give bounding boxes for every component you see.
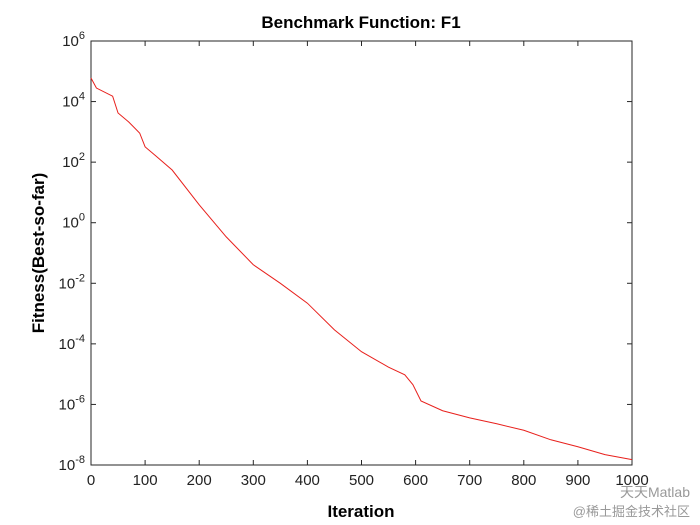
x-tick-label: 100 [133,472,158,489]
y-tick-label: 10-4 [59,333,85,353]
tick-exponent: -2 [75,272,85,284]
y-tick-label: 106 [62,30,85,50]
watermark: @稀土掘金技术社区 [573,504,690,519]
y-tick-label: 10-6 [59,393,85,413]
tick-exponent: -8 [75,454,85,466]
x-tick-label: 500 [349,472,374,489]
y-tick-label: 10-8 [59,454,85,474]
tick-exponent: -4 [75,333,85,345]
x-tick-label: 800 [511,472,536,489]
tick-base: 10 [62,154,79,171]
y-axis-label: Fitness(Best-so-far) [29,173,48,334]
tick-base: 10 [62,215,79,232]
x-tick-label: 600 [403,472,428,489]
y-tick-label: 10-2 [59,272,85,292]
tick-exponent: 2 [79,151,85,163]
plot-area [90,40,633,466]
data-line [90,77,633,461]
x-tick-label: 1000 [615,472,648,489]
tick-base: 10 [62,94,79,111]
y-tick-label: 102 [62,151,85,171]
tick-base: 10 [59,457,76,474]
tick-exponent: 0 [79,212,85,224]
watermark: 天天Matlab [620,484,690,500]
x-tick-label: 0 [87,472,95,489]
chart-title: Benchmark Function: F1 [261,13,460,32]
x-tick-label: 700 [457,472,482,489]
x-tick-label: 400 [295,472,320,489]
x-tick-label: 200 [187,472,212,489]
x-tick-label: 300 [241,472,266,489]
x-axis-label: Iteration [327,502,394,521]
tick-base: 10 [62,33,79,50]
y-tick-label: 104 [62,91,85,111]
tick-base: 10 [59,396,76,413]
x-tick-label: 900 [565,472,590,489]
tick-base: 10 [59,275,76,292]
tick-base: 10 [59,336,76,353]
y-tick-label: 100 [62,212,85,232]
tick-exponent: 6 [79,30,85,42]
tick-exponent: 4 [79,91,85,103]
tick-exponent: -6 [75,393,85,405]
